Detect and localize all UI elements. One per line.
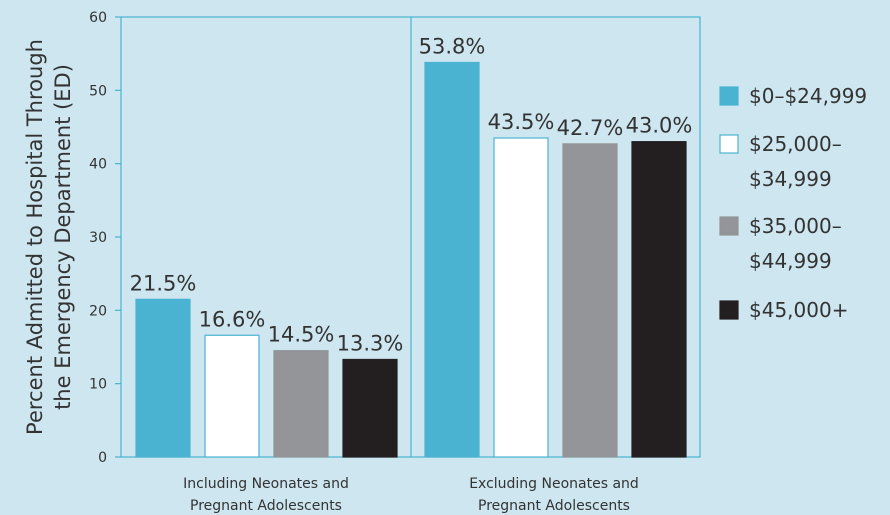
data-label: 14.5% bbox=[268, 323, 335, 347]
y-axis-title: Percent Admitted to Hospital Through bbox=[23, 39, 47, 435]
bar bbox=[135, 298, 191, 458]
data-label: 53.8% bbox=[419, 34, 486, 58]
y-tick-label: 10 bbox=[89, 377, 107, 393]
data-label: 16.6% bbox=[199, 307, 266, 331]
legend-label: $35,000– bbox=[749, 214, 842, 238]
y-tick-label: 30 bbox=[89, 230, 107, 246]
bar bbox=[342, 358, 398, 458]
y-tick-label: 60 bbox=[89, 10, 107, 26]
bar bbox=[562, 143, 618, 458]
legend-swatch bbox=[719, 86, 739, 106]
y-tick-label: 40 bbox=[89, 157, 107, 173]
y-axis-title: the Emergency Department (ED) bbox=[51, 64, 75, 410]
data-label: 43.5% bbox=[488, 110, 555, 134]
legend-swatch bbox=[719, 300, 739, 320]
legend-label: $44,999 bbox=[749, 249, 832, 273]
category-label: Pregnant Adolescents bbox=[190, 498, 342, 514]
data-label: 42.7% bbox=[557, 116, 624, 140]
category-label: Including Neonates and bbox=[183, 476, 349, 492]
y-tick-label: 0 bbox=[98, 450, 107, 466]
legend-swatch bbox=[719, 134, 739, 154]
legend-label: $25,000– bbox=[749, 132, 842, 156]
legend-label: $0–$24,999 bbox=[749, 84, 867, 108]
bar bbox=[273, 350, 329, 458]
data-label: 13.3% bbox=[337, 331, 404, 355]
legend-label: $45,000+ bbox=[749, 298, 848, 322]
y-tick-label: 50 bbox=[89, 83, 107, 99]
bar bbox=[631, 141, 687, 458]
data-label: 43.0% bbox=[626, 114, 693, 138]
data-label: 21.5% bbox=[130, 271, 197, 295]
bar bbox=[204, 334, 260, 458]
legend-label: $34,999 bbox=[749, 167, 832, 191]
bar bbox=[493, 137, 549, 458]
legend-swatch bbox=[719, 216, 739, 236]
y-tick-label: 20 bbox=[89, 303, 107, 319]
category-label: Pregnant Adolescents bbox=[478, 498, 630, 514]
category-label: Excluding Neonates and bbox=[469, 476, 639, 492]
bar bbox=[424, 61, 480, 458]
